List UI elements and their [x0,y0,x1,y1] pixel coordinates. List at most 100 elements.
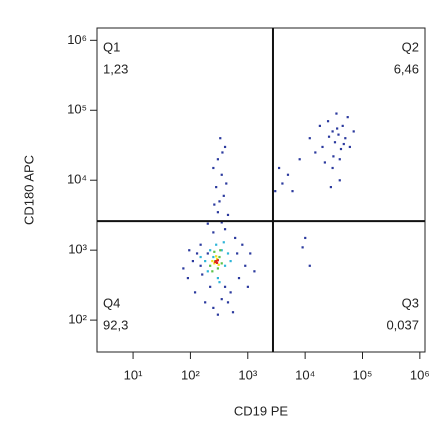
data-point [231,311,235,314]
x-tick-label: 10⁴ [295,367,315,382]
y-tick-label: 10⁴ [67,172,87,187]
data-point [211,259,214,263]
y-tick-label: 10⁵ [67,102,87,117]
quadrant-name: Q3 [402,295,419,310]
data-point [218,281,221,284]
data-point [213,262,216,265]
x-tick-label: 10¹ [124,367,143,382]
y-tick-label: 10² [68,312,87,327]
data-point [226,252,230,255]
data-point [244,264,247,267]
data-point [214,260,217,264]
data-point [206,222,209,225]
data-point [308,264,311,267]
data-point [318,124,321,127]
data-point [220,173,223,176]
data-point [218,255,221,259]
data-point [204,301,207,304]
data-point [204,259,207,263]
data-point [212,255,215,259]
data-point [286,173,290,176]
data-point [323,161,326,164]
data-point [332,155,335,158]
data-point [234,236,237,240]
data-point [219,137,222,140]
quadrant-value: 92,3 [103,317,128,332]
data-point [253,270,256,273]
data-point [213,250,216,253]
data-point [327,135,331,138]
data-point [291,190,294,193]
data-point [206,252,209,255]
data-point [220,221,223,224]
data-point [341,124,344,127]
data-point [229,259,232,263]
quadrant-value: 6,46 [394,61,419,76]
data-point [216,211,219,214]
data-point [241,243,244,246]
data-point [215,257,219,261]
data-point [331,130,334,133]
data-point [216,267,219,270]
y-tick-label: 10⁶ [67,32,87,47]
data-point [182,267,185,270]
data-point [188,249,191,252]
data-point [218,200,221,203]
data-point [226,213,230,217]
data-point [223,264,227,267]
x-tick-label: 10⁶ [410,367,430,382]
data-point [223,285,227,288]
data-point [213,203,216,206]
data-point [220,249,223,252]
data-point [215,185,218,189]
data-point [281,182,284,185]
data-point [339,147,343,151]
data-point [329,185,332,189]
data-point [206,270,209,273]
data-point [229,291,232,294]
data-point [308,137,311,140]
y-tick-label: 10³ [68,242,87,257]
data-point [249,252,252,255]
data-point [191,259,195,263]
data-point [219,249,222,252]
x-tick-label: 10² [181,367,200,382]
data-point [201,273,204,276]
x-tick-label: 10³ [238,367,257,382]
data-point [342,142,345,146]
data-point [199,243,202,246]
data-point [222,194,225,197]
data-point [314,151,317,154]
data-point [246,285,249,288]
y-axis-label: CD180 APC [21,155,36,225]
data-point [223,228,227,231]
data-point [199,255,202,259]
data-point [331,166,334,170]
data-point [193,291,197,294]
quadrant-name: Q1 [103,39,120,54]
data-point [344,137,347,140]
data-point [217,263,220,266]
data-point [236,252,239,255]
data-point [338,158,341,161]
data-point [195,252,199,255]
data-point [216,259,219,262]
quadrant-name: Q4 [103,295,120,310]
data-point [346,116,349,119]
data-point [215,255,218,258]
data-point [216,158,219,161]
quadrant-name: Q2 [402,39,419,54]
data-point [209,264,212,267]
data-point [336,127,339,130]
data-point [216,313,219,316]
data-point [337,133,340,136]
data-point [212,306,215,309]
data-point [335,112,338,115]
data-point [304,236,307,240]
data-point [321,145,324,149]
quadrant-value: 1,23 [103,61,128,76]
data-point [211,270,214,273]
data-point [298,158,301,161]
data-point [226,301,230,304]
data-point [199,264,202,267]
